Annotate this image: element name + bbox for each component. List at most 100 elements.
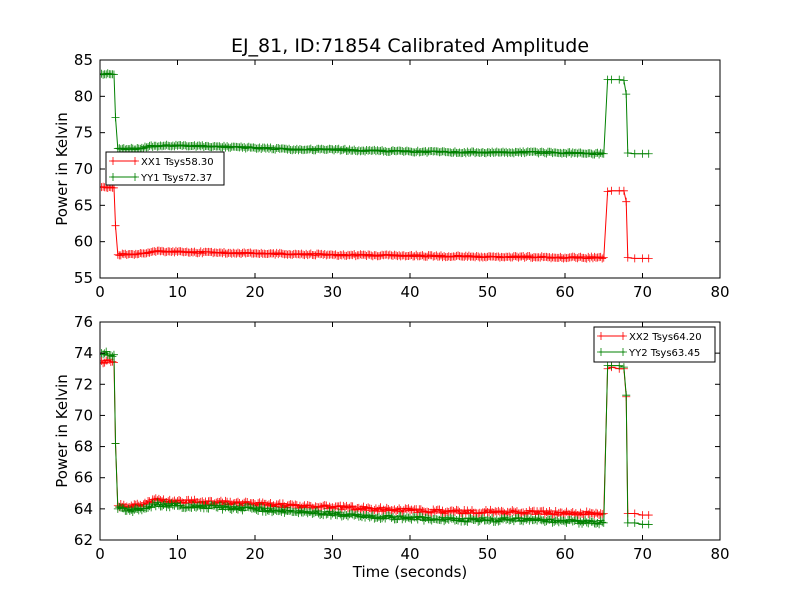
data-point-marker bbox=[486, 505, 495, 514]
data-point-marker bbox=[153, 142, 162, 151]
data-point-marker bbox=[109, 70, 118, 79]
data-point-marker bbox=[430, 507, 439, 516]
data-point-marker bbox=[375, 252, 383, 261]
data-point-marker bbox=[271, 250, 280, 259]
data-point-marker bbox=[271, 505, 280, 514]
data-point-marker bbox=[588, 254, 597, 263]
series-yy1 bbox=[100, 69, 653, 159]
y-tick-label: 76 bbox=[74, 313, 93, 331]
data-point-marker bbox=[536, 253, 545, 262]
data-point-marker bbox=[305, 145, 314, 154]
data-point-marker bbox=[102, 347, 111, 356]
data-point-marker bbox=[534, 514, 543, 523]
data-point-marker bbox=[644, 254, 653, 263]
data-point-marker bbox=[567, 515, 576, 524]
x-tick-label: 30 bbox=[323, 545, 342, 563]
data-point-marker bbox=[599, 253, 608, 262]
data-point-marker bbox=[520, 149, 529, 158]
data-point-marker bbox=[165, 503, 174, 512]
data-point-marker bbox=[204, 504, 213, 513]
y-tick-label: 80 bbox=[74, 87, 93, 105]
data-point-marker bbox=[497, 148, 506, 157]
legend-marker bbox=[597, 332, 605, 340]
data-point-marker bbox=[299, 508, 308, 517]
data-point-marker bbox=[108, 352, 117, 361]
data-point-marker bbox=[258, 498, 267, 507]
data-point-marker bbox=[340, 144, 349, 153]
data-point-marker bbox=[571, 516, 580, 525]
data-point-marker bbox=[322, 145, 331, 154]
data-point-marker bbox=[251, 504, 259, 513]
data-point-marker bbox=[220, 248, 228, 257]
data-point-marker bbox=[427, 516, 436, 525]
data-point-marker bbox=[326, 503, 335, 512]
data-point-marker bbox=[464, 514, 473, 523]
data-point-marker bbox=[516, 509, 525, 518]
data-point-marker bbox=[280, 508, 289, 517]
data-point-marker bbox=[407, 147, 416, 156]
x-tick-label: 60 bbox=[555, 283, 574, 301]
data-point-marker bbox=[286, 506, 295, 515]
data-point-marker bbox=[303, 500, 312, 509]
data-point-marker bbox=[526, 514, 535, 523]
series-markers bbox=[100, 69, 653, 159]
data-point-marker bbox=[111, 439, 120, 448]
bottom-axis-ticks: 0 10 20 30 40 50 60 70 80 62 64 66 68 70 72 74 76 bbox=[74, 313, 730, 563]
data-point-marker bbox=[237, 142, 246, 151]
x-tick-label: 40 bbox=[400, 545, 419, 563]
data-point-marker bbox=[111, 113, 120, 122]
x-tick-label: 30 bbox=[323, 283, 342, 301]
x-tick-label: 40 bbox=[400, 283, 419, 301]
data-point-marker bbox=[251, 143, 259, 152]
data-point-marker bbox=[291, 500, 300, 509]
y-tick-label: 64 bbox=[74, 500, 93, 518]
data-point-marker bbox=[508, 506, 517, 515]
data-point-marker bbox=[619, 186, 628, 195]
data-point-marker bbox=[539, 516, 548, 525]
x-tick-label: 20 bbox=[245, 545, 264, 563]
data-point-marker bbox=[469, 147, 478, 156]
data-point-marker bbox=[336, 250, 345, 259]
data-point-marker bbox=[559, 516, 568, 525]
data-point-marker bbox=[595, 520, 604, 529]
data-point-marker bbox=[492, 515, 501, 524]
data-point-marker bbox=[254, 499, 263, 508]
data-point-marker bbox=[619, 76, 628, 85]
data-point-marker bbox=[100, 69, 106, 78]
data-point-marker bbox=[598, 510, 607, 519]
top-panel: 0 10 20 30 40 50 60 70 80 55 60 65 70 75 80 85 EJ_81, I… bbox=[53, 35, 730, 301]
data-point-marker bbox=[598, 254, 607, 263]
y-tick-label: 75 bbox=[74, 124, 93, 142]
data-point-marker bbox=[497, 514, 506, 523]
data-point-marker bbox=[630, 518, 639, 527]
data-point-marker bbox=[450, 147, 459, 156]
data-point-marker bbox=[308, 509, 317, 518]
data-point-marker bbox=[371, 251, 380, 260]
data-point-marker bbox=[376, 251, 385, 260]
data-point-marker bbox=[158, 246, 166, 255]
legend-marker bbox=[597, 348, 605, 356]
data-point-marker bbox=[237, 250, 246, 259]
data-point-marker bbox=[505, 252, 514, 261]
y-tick-label: 66 bbox=[74, 469, 93, 487]
data-point-marker bbox=[319, 511, 328, 520]
top-axis-ticks: 0 10 20 30 40 50 60 70 80 55 60 65 70 75 80 85 bbox=[74, 51, 730, 301]
data-point-marker bbox=[644, 511, 653, 520]
data-point-marker bbox=[176, 247, 185, 256]
data-point-marker bbox=[170, 142, 179, 151]
data-point-marker bbox=[147, 503, 156, 512]
data-point-marker bbox=[542, 508, 551, 517]
data-point-marker bbox=[351, 511, 360, 520]
legend-marker bbox=[109, 173, 117, 181]
data-point-marker bbox=[137, 506, 146, 515]
data-point-marker bbox=[140, 142, 149, 151]
data-point-marker bbox=[432, 515, 441, 524]
y-tick-label: 85 bbox=[74, 51, 93, 69]
data-point-marker bbox=[237, 504, 246, 513]
data-point-marker bbox=[460, 505, 469, 514]
data-point-marker bbox=[491, 507, 500, 516]
data-point-marker bbox=[455, 148, 464, 157]
data-point-marker bbox=[396, 511, 405, 520]
data-point-marker bbox=[623, 149, 632, 158]
data-point-marker bbox=[416, 505, 425, 514]
